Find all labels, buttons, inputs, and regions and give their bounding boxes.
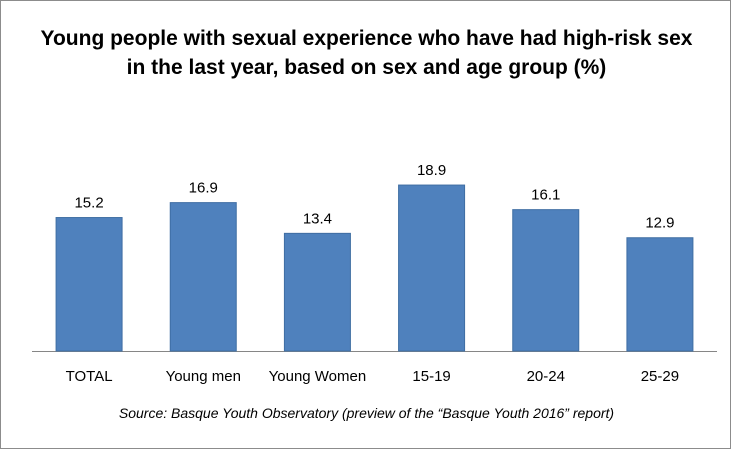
bar xyxy=(169,202,237,352)
bar xyxy=(398,184,466,352)
x-tick-label: 15-19 xyxy=(412,368,450,385)
x-tick-label: Young Women xyxy=(269,368,367,385)
x-tick-label: Young men xyxy=(166,368,241,385)
x-tick-label: 25-29 xyxy=(641,368,679,385)
data-label: 18.9 xyxy=(417,162,446,179)
x-tick-label: 20-24 xyxy=(527,368,565,385)
bar xyxy=(512,209,580,352)
bar xyxy=(55,217,123,352)
data-label: 16.1 xyxy=(531,187,560,204)
chart-title: Young people with sexual experience who … xyxy=(40,27,693,79)
bar xyxy=(283,232,351,352)
bar xyxy=(626,237,694,352)
data-label: 13.4 xyxy=(303,210,332,227)
chart-source: Source: Basque Youth Observatory (previe… xyxy=(118,405,615,421)
x-tick-label: TOTAL xyxy=(66,368,113,385)
data-label: 12.9 xyxy=(645,215,674,232)
data-label: 16.9 xyxy=(189,180,218,197)
data-label: 15.2 xyxy=(74,195,103,212)
